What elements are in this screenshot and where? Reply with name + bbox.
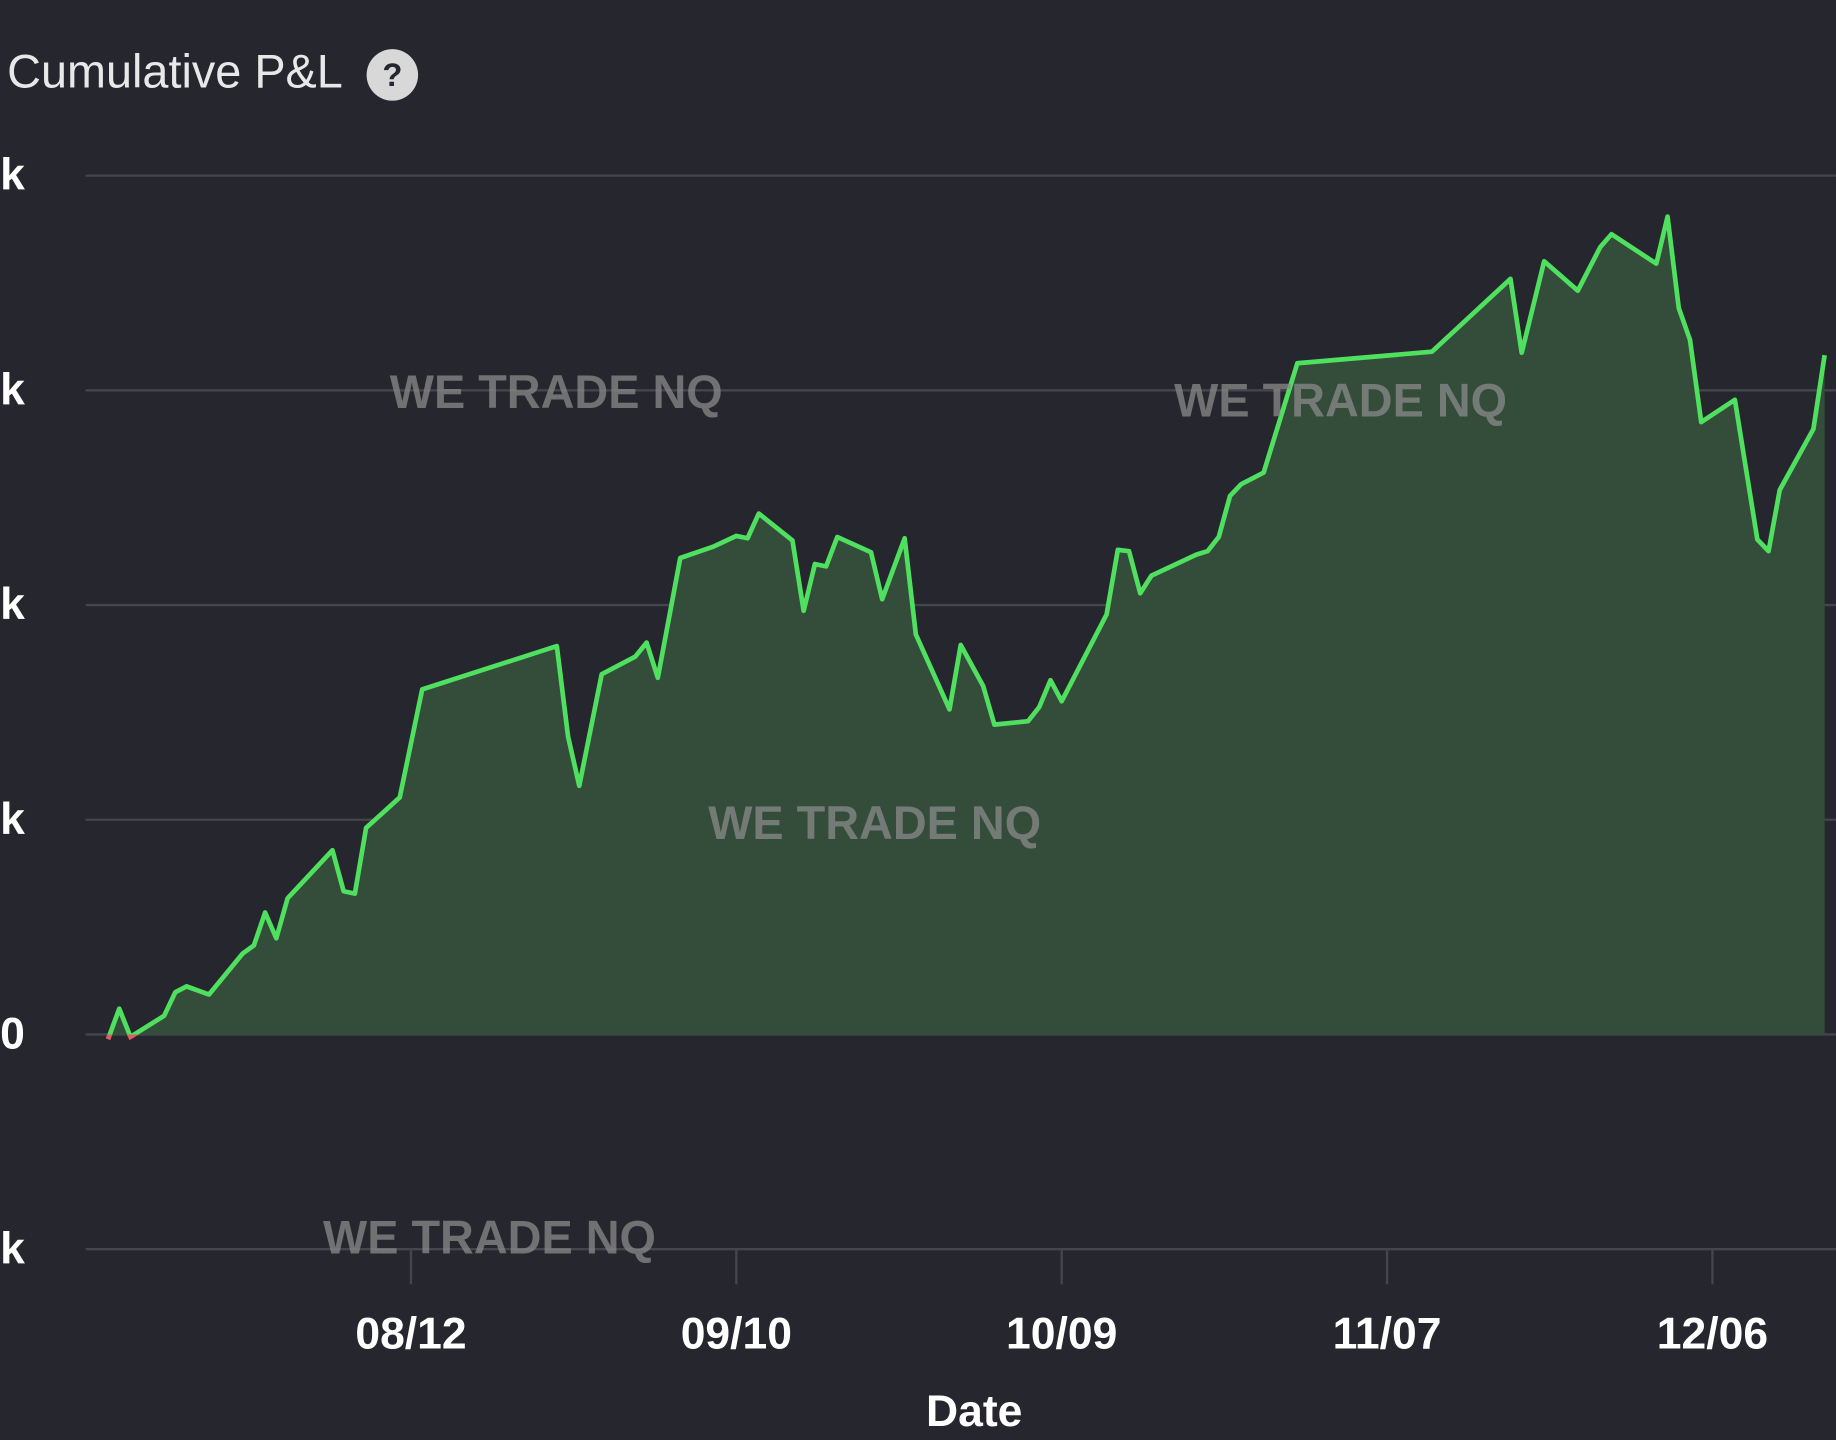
x-axis-label: Date — [926, 1387, 1022, 1436]
y-tick-label: k — [0, 580, 25, 629]
help-icon-circle[interactable] — [366, 49, 419, 101]
area-fill — [108, 216, 1825, 1040]
help-icon[interactable]: ? — [382, 56, 402, 93]
watermark: WE TRADE NQ — [390, 366, 723, 418]
x-tick-label: 12/06 — [1657, 1310, 1768, 1359]
y-tick-label: 0 — [0, 1010, 25, 1059]
x-tick-label: 08/12 — [355, 1310, 466, 1359]
watermark: WE TRADE NQ — [708, 797, 1041, 849]
pnl-line — [105, 214, 1827, 1040]
y-tick-label: k — [0, 151, 25, 200]
watermark: WE TRADE NQ — [323, 1211, 656, 1263]
x-tick-label: 11/07 — [1333, 1310, 1442, 1359]
y-tick-label: k — [0, 1224, 25, 1273]
y-tick-label: k — [0, 795, 25, 844]
x-tick-label: 10/09 — [1006, 1310, 1117, 1359]
x-tick-label: 09/10 — [681, 1310, 792, 1359]
y-tick-label: k — [0, 365, 25, 414]
watermark: WE TRADE NQ — [1174, 374, 1507, 426]
chart-title: Cumulative P&L — [7, 45, 343, 97]
